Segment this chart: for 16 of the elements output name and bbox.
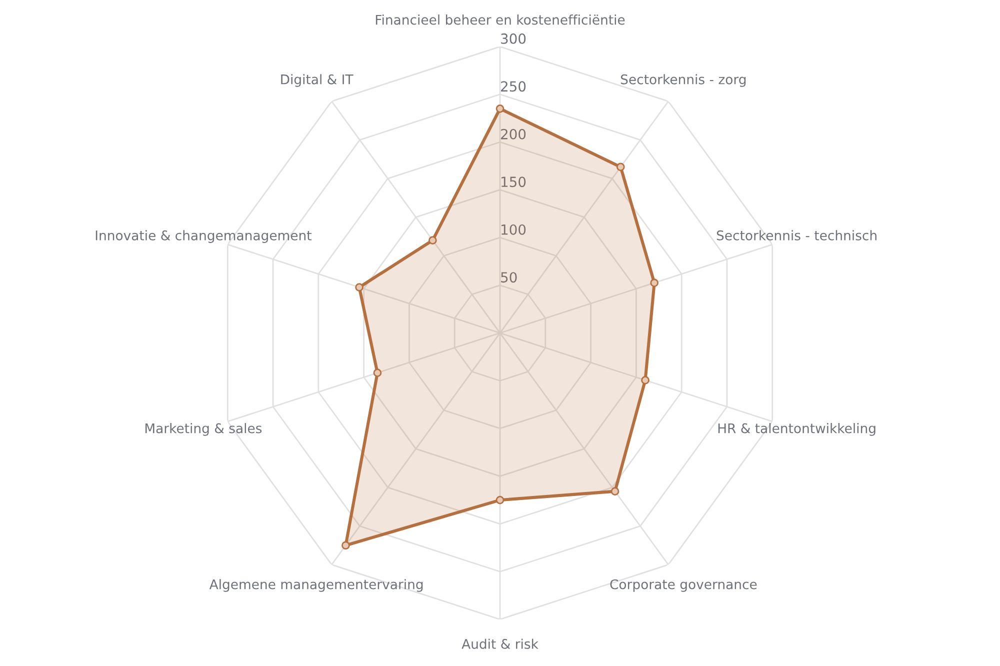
spoke-label: Innovatie & changemanagement [96,230,312,243]
spoke-label: Audit & risk [462,638,538,649]
y-tick-label: 300 [501,33,526,44]
y-tick-label: 250 [501,81,526,92]
y-tick-label: 100 [502,224,526,235]
spoke-label: HR & talentontwikkeling [718,423,876,436]
spoke-label: Sectorkennis - zorg [620,74,746,87]
spoke-label: Marketing & sales [145,423,262,436]
y-tick-label: 150 [502,176,526,188]
spoke-label: Corporate governance [610,579,757,592]
y-tick-label: 50 [501,272,517,283]
spoke-label: Financieel beheer en kostenefficiëntie [376,14,625,25]
spoke-label: Sectorkennis - technisch [716,230,876,240]
y-tick-label: 200 [501,128,526,140]
spoke-label: Algemene managementervaring [209,579,423,592]
spoke-label: Digital & IT [281,74,354,87]
